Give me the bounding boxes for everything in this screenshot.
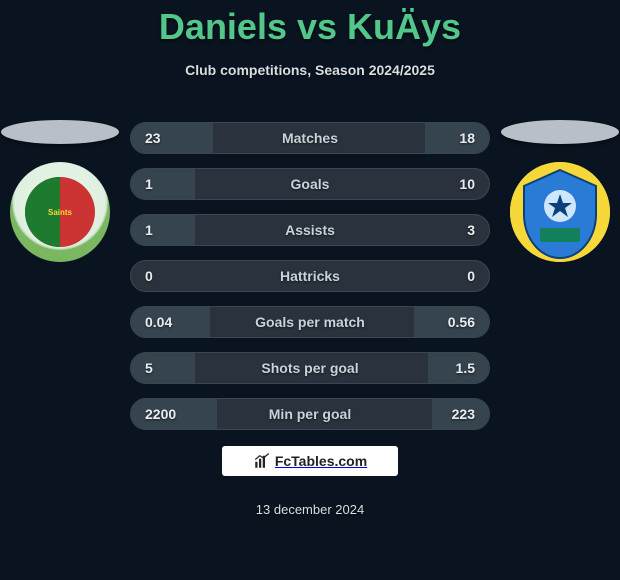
stat-label: Shots per goal [261,360,358,376]
stat-fill-left [131,215,195,245]
date-label: 13 december 2024 [256,502,364,517]
stat-label: Hattricks [280,268,340,284]
stat-value-right: 10 [459,176,475,192]
brand-link[interactable]: FcTables.com [222,446,398,476]
stat-value-right: 1.5 [456,360,475,376]
stat-value-left: 5 [145,360,153,376]
stat-value-left: 2200 [145,406,176,422]
stat-label: Min per goal [269,406,351,422]
stat-fill-right [425,123,489,153]
stat-row: 0.04 Goals per match 0.56 [130,306,490,338]
club-logo-left-label: Saints [48,208,72,217]
stat-value-left: 1 [145,222,153,238]
stat-label: Goals per match [255,314,365,330]
stat-row: 1 Goals 10 [130,168,490,200]
brand-text: FcTables.com [275,453,367,469]
left-player-column: Saints [0,120,120,262]
stat-value-left: 0.04 [145,314,172,330]
stat-value-right: 0.56 [448,314,475,330]
club-logo-right [510,162,610,262]
shield-icon [510,162,610,262]
stat-value-right: 18 [459,130,475,146]
page-subtitle: Club competitions, Season 2024/2025 [0,62,620,78]
stat-row: 23 Matches 18 [130,122,490,154]
stat-row: 2200 Min per goal 223 [130,398,490,430]
flag-ellipse-left [1,120,119,144]
club-logo-left: Saints [10,162,110,262]
stats-container: 23Matches181Goals101Assists30Hattricks00… [130,122,490,444]
stat-row: 0 Hattricks 0 [130,260,490,292]
stat-row: 5 Shots per goal 1.5 [130,352,490,384]
stat-fill-left [131,169,195,199]
flag-ellipse-right [501,120,619,144]
stat-fill-left [131,123,213,153]
stat-value-left: 0 [145,268,153,284]
page-title: Daniels vs KuÄys [0,0,620,48]
right-player-column [500,120,620,262]
stat-row: 1 Assists 3 [130,214,490,246]
stat-value-right: 0 [467,268,475,284]
stat-value-right: 3 [467,222,475,238]
stat-value-right: 223 [452,406,475,422]
chart-icon [253,452,271,470]
stat-label: Matches [282,130,338,146]
stat-label: Goals [291,176,330,192]
stat-value-left: 23 [145,130,161,146]
stat-fill-left [131,353,195,383]
stat-value-left: 1 [145,176,153,192]
stat-label: Assists [285,222,335,238]
